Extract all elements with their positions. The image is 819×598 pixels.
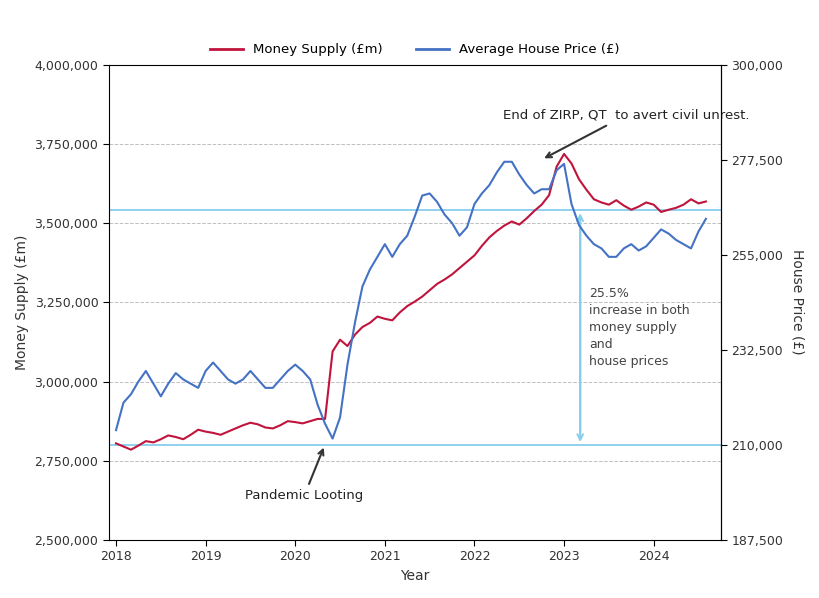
Text: End of ZIRP, QT  to avert civil unrest.: End of ZIRP, QT to avert civil unrest.: [503, 109, 749, 157]
Y-axis label: Money Supply (£m): Money Supply (£m): [15, 234, 29, 370]
X-axis label: Year: Year: [400, 569, 429, 583]
Y-axis label: House Price (£): House Price (£): [790, 249, 804, 355]
Text: 25.5%
increase in both
money supply
and
house prices: 25.5% increase in both money supply and …: [589, 287, 690, 368]
Text: Pandemic Looting: Pandemic Looting: [245, 450, 364, 502]
Legend: Money Supply (£m), Average House Price (£): Money Supply (£m), Average House Price (…: [205, 38, 625, 62]
